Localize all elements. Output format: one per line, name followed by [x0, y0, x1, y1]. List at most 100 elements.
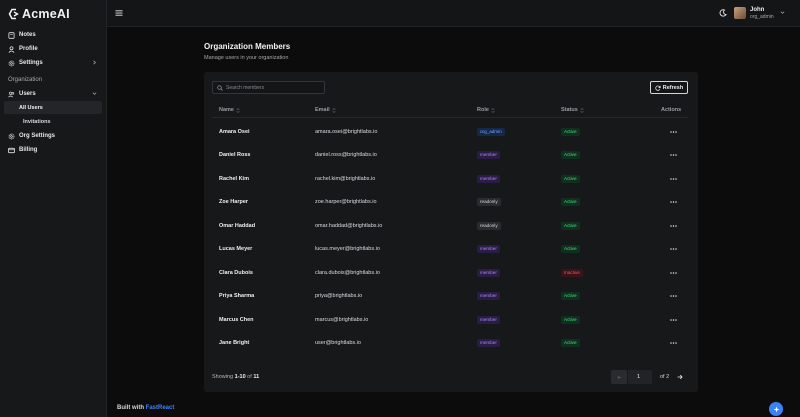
user-name[interactable]: John [750, 7, 765, 13]
menu-icon[interactable] [115, 9, 123, 17]
column-header-actions: Actions [661, 107, 681, 113]
table-row[interactable]: Marcus Chen marcus@brightlabs.io member Act… [212, 308, 688, 332]
sidebar-item-notes[interactable]: Notes [0, 28, 106, 42]
row-actions-button[interactable] [668, 238, 678, 262]
row-actions-button[interactable] [668, 191, 678, 215]
page-title: Organization Members [204, 42, 291, 51]
table-row[interactable]: Clara Dubois clara.dubois@brightlabs.io me… [212, 261, 688, 285]
role-badge: member [477, 292, 500, 301]
app-name: AcmeAI [22, 7, 70, 21]
search-input[interactable] [226, 84, 321, 91]
status-badge: Active [561, 174, 580, 183]
table-row[interactable]: Omar Haddad omar.haddad@brightlabs.io read… [212, 214, 688, 238]
status-badge: Active [561, 315, 580, 324]
row-actions-button[interactable] [668, 332, 678, 356]
more-horizontal-icon [669, 319, 677, 321]
table-row[interactable]: Jane Bright user@brightlabs.io member Activ… [212, 332, 688, 356]
sort-icon [491, 107, 495, 113]
row-actions-button[interactable] [668, 167, 678, 191]
row-actions-button[interactable] [668, 261, 678, 285]
app-logo[interactable]: AcmeAI [8, 6, 70, 22]
member-name: Lucas Meyer [219, 246, 253, 253]
summary-prefix: Showing [212, 374, 235, 380]
sort-icon [580, 107, 584, 113]
table-row[interactable]: Rachel Kim rachel.kim@brightlabs.io member… [212, 167, 688, 191]
sidebar-item-label: Settings [19, 60, 43, 66]
prev-page-button[interactable] [611, 370, 627, 384]
role-badge: member [477, 245, 500, 254]
more-horizontal-icon [669, 272, 677, 274]
role-cell: member [477, 144, 500, 168]
sidebar-item-label: Org Settings [19, 133, 56, 139]
sidebar-item-org-settings[interactable]: Org Settings [0, 129, 106, 143]
table-row[interactable]: Zoe Harper zoe.harper@brightlabs.io readon… [212, 191, 688, 215]
row-actions-button[interactable] [668, 285, 678, 309]
table-row[interactable]: Priya Sharma priya@brightlabs.io member Act… [212, 285, 688, 309]
role-cell: org_admin [477, 120, 505, 144]
user-icon [8, 45, 15, 53]
role-cell: member [477, 308, 500, 332]
summary-total: 11 [253, 374, 260, 380]
sidebar-item-billing[interactable]: Billing [0, 143, 106, 157]
column-header-email[interactable]: Email [315, 107, 336, 113]
status-badge: Active [561, 198, 580, 207]
member-email: marcus@brightlabs.io [315, 316, 369, 323]
column-header-name[interactable]: Name [219, 107, 240, 113]
moon-icon[interactable] [719, 9, 727, 17]
page-count: of 2 [660, 374, 670, 380]
status-cell: Active [561, 120, 580, 144]
member-email: lucas.meyer@brightlabs.io [315, 246, 380, 253]
built-brand-link[interactable]: FastReact [145, 405, 175, 411]
chevron-down-icon[interactable] [780, 10, 785, 15]
member-email: clara.dubois@brightlabs.io [315, 269, 380, 276]
row-actions-button[interactable] [668, 144, 678, 168]
summary-of: of [245, 374, 254, 380]
sidebar-item-all-users[interactable]: All Users [4, 101, 102, 114]
refresh-button[interactable]: Refresh [650, 81, 688, 94]
column-header-status[interactable]: Status [561, 107, 584, 113]
member-email: user@brightlabs.io [315, 340, 361, 347]
column-label: Actions [661, 107, 682, 113]
more-horizontal-icon [669, 201, 677, 203]
page-number-input[interactable]: 1 [628, 370, 652, 384]
status-cell: Active [561, 214, 580, 238]
next-page-button[interactable] [673, 370, 687, 384]
column-header-role[interactable]: Role [477, 107, 495, 113]
floating-action-button[interactable] [769, 402, 783, 416]
avatar[interactable] [734, 7, 746, 19]
column-label: Email [315, 107, 330, 113]
sidebar-item-settings[interactable]: Settings [0, 56, 106, 70]
more-horizontal-icon [669, 342, 677, 344]
member-email: zoe.harper@brightlabs.io [315, 199, 377, 206]
role-badge: member [477, 174, 500, 183]
search-icon [217, 84, 223, 91]
member-name: Rachel Kim [219, 175, 249, 182]
table-row[interactable]: Daniel Ross daniel.ross@brightlabs.io memb… [212, 144, 688, 168]
table-row[interactable]: Amara Osei amara.osei@brightlabs.io org_ad… [212, 120, 688, 144]
sidebar-item-label: Users [19, 91, 36, 97]
row-actions-button[interactable] [668, 308, 678, 332]
status-cell: Active [561, 308, 580, 332]
sidebar-item-users[interactable]: Users [0, 87, 106, 101]
member-name: Amara Osei [219, 128, 250, 135]
status-cell: Active [561, 238, 580, 262]
role-badge: member [477, 339, 500, 348]
sidebar-item-invitations[interactable]: Invitations [23, 118, 51, 125]
member-name: Priya Sharma [219, 293, 255, 300]
role-cell: member [477, 167, 500, 191]
search-box[interactable] [212, 81, 325, 94]
row-actions-button[interactable] [668, 120, 678, 144]
row-actions-button[interactable] [668, 214, 678, 238]
status-cell: Active [561, 191, 580, 215]
role-cell: member [477, 285, 500, 309]
summary-range: 1-10 [234, 374, 246, 380]
role-cell: readonly [477, 214, 501, 238]
status-badge: Active [561, 245, 580, 254]
table-row[interactable]: Lucas Meyer lucas.meyer@brightlabs.io memb… [212, 238, 688, 262]
member-email: omar.haddad@brightlabs.io [315, 222, 383, 229]
role-badge: member [477, 315, 500, 324]
status-cell: Inactive [561, 261, 583, 285]
refresh-label: Refresh [662, 84, 684, 91]
role-cell: member [477, 238, 500, 262]
sidebar-item-profile[interactable]: Profile [0, 42, 106, 56]
